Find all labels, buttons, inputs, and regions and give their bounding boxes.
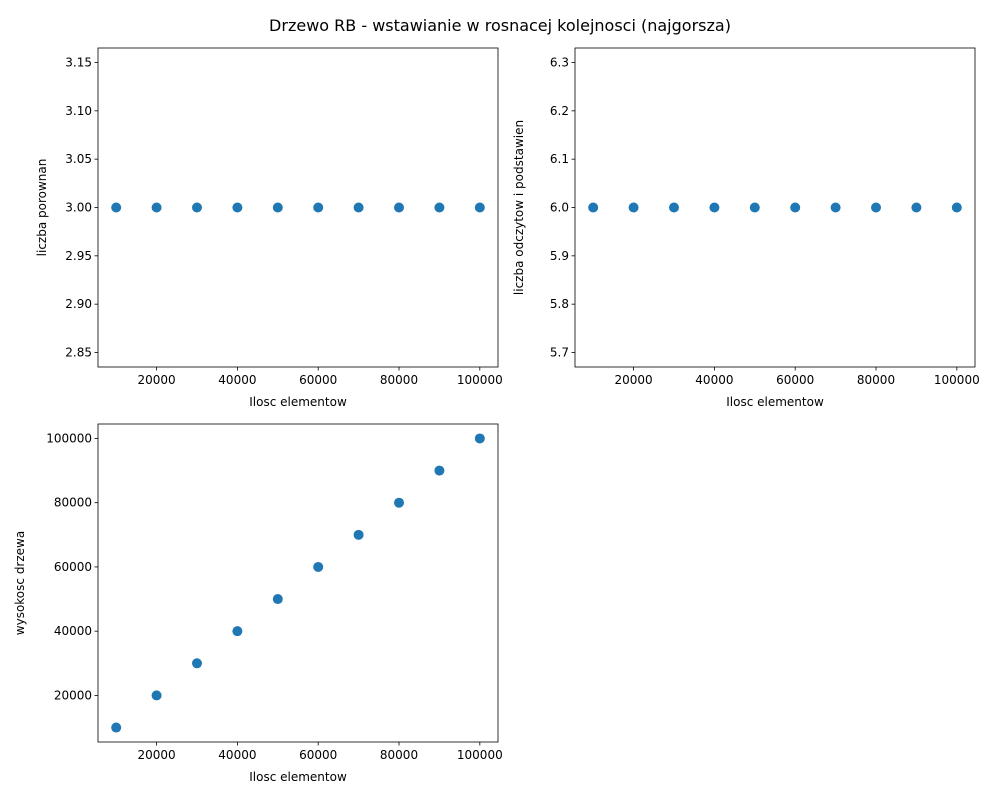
plot-panel-tree-height: 20000 40000 60000 80000 100000 20000 40000 6000… — [13, 423, 503, 784]
x-axis-label: Ilosc elementow — [249, 395, 347, 409]
y-tick-label: 3.05 — [65, 152, 92, 166]
x-tick-label: 100000 — [457, 373, 503, 387]
y-tick-label: 6.1 — [550, 152, 569, 166]
x-tick-label: 80000 — [857, 373, 895, 387]
data-point — [628, 202, 639, 213]
y-tick-label: 6.0 — [550, 201, 569, 215]
data-point — [272, 594, 283, 605]
data-point — [830, 202, 841, 213]
data-point — [353, 529, 364, 540]
axes-frame — [97, 423, 499, 743]
x-tick-label: 80000 — [380, 748, 418, 762]
x-tick-label: 100000 — [934, 373, 980, 387]
y-tick-label: 2.85 — [65, 346, 92, 360]
y-axis-label: wysokosc drzewa — [13, 531, 27, 635]
data-point — [394, 497, 405, 508]
y-tick-label: 60000 — [54, 560, 92, 574]
data-point — [313, 202, 324, 213]
data-point — [749, 202, 760, 213]
data-point — [790, 202, 801, 213]
y-tick-label: 3.15 — [65, 56, 92, 70]
x-tick-label: 100000 — [457, 748, 503, 762]
data-point — [474, 433, 485, 444]
x-tick-label: 20000 — [137, 373, 175, 387]
y-tick-label: 100000 — [46, 431, 92, 445]
y-tick-label: 40000 — [54, 624, 92, 638]
x-tick-label: 60000 — [299, 373, 337, 387]
data-point — [232, 626, 243, 637]
data-point — [394, 202, 405, 213]
y-axis-label: liczba odczytow i podstawien — [512, 120, 526, 295]
y-axis-label: liczba porownan — [35, 159, 49, 257]
y-tick-label: 6.2 — [550, 104, 569, 118]
x-tick-label: 60000 — [299, 748, 337, 762]
plot-panel-reads-writes: 20000 40000 60000 80000 100000 5.7 5.8 5.9 6.0 6.… — [512, 47, 980, 409]
x-axis-label: Ilosc elementow — [249, 770, 347, 784]
data-point — [434, 202, 445, 213]
data-point — [709, 202, 720, 213]
data-point — [191, 658, 202, 669]
y-tick-label: 20000 — [54, 688, 92, 702]
x-tick-label: 80000 — [380, 373, 418, 387]
y-tick-label: 3.10 — [65, 104, 92, 118]
data-point — [111, 202, 122, 213]
data-point — [313, 561, 324, 572]
data-point — [871, 202, 882, 213]
plot-panel-comparisons: 20000 40000 60000 80000 100000 2.85 2.90 2.95 3.… — [35, 47, 503, 409]
data-point — [232, 202, 243, 213]
y-tick-label: 6.3 — [550, 56, 569, 70]
y-tick-label: 3.00 — [65, 201, 92, 215]
y-tick-label: 2.90 — [65, 297, 92, 311]
x-tick-label: 20000 — [614, 373, 652, 387]
data-point — [272, 202, 283, 213]
data-point — [191, 202, 202, 213]
data-point — [111, 722, 122, 733]
data-point — [474, 202, 485, 213]
data-point — [588, 202, 599, 213]
x-tick-label: 40000 — [218, 373, 256, 387]
y-tick-label: 5.8 — [550, 297, 569, 311]
y-tick-label: 2.95 — [65, 249, 92, 263]
data-point — [151, 202, 162, 213]
data-point — [434, 465, 445, 476]
x-tick-label: 40000 — [695, 373, 733, 387]
data-point — [668, 202, 679, 213]
x-tick-label: 20000 — [137, 748, 175, 762]
y-tick-label: 5.9 — [550, 249, 569, 263]
data-point — [151, 690, 162, 701]
y-tick-label: 80000 — [54, 496, 92, 510]
data-point — [911, 202, 922, 213]
x-tick-label: 60000 — [776, 373, 814, 387]
x-tick-label: 40000 — [218, 748, 256, 762]
x-axis-label: Ilosc elementow — [726, 395, 824, 409]
data-point — [951, 202, 962, 213]
data-point — [353, 202, 364, 213]
figure-title: Drzewo RB - wstawianie w rosnacej kolejn… — [269, 16, 731, 35]
y-tick-label: 5.7 — [550, 346, 569, 360]
